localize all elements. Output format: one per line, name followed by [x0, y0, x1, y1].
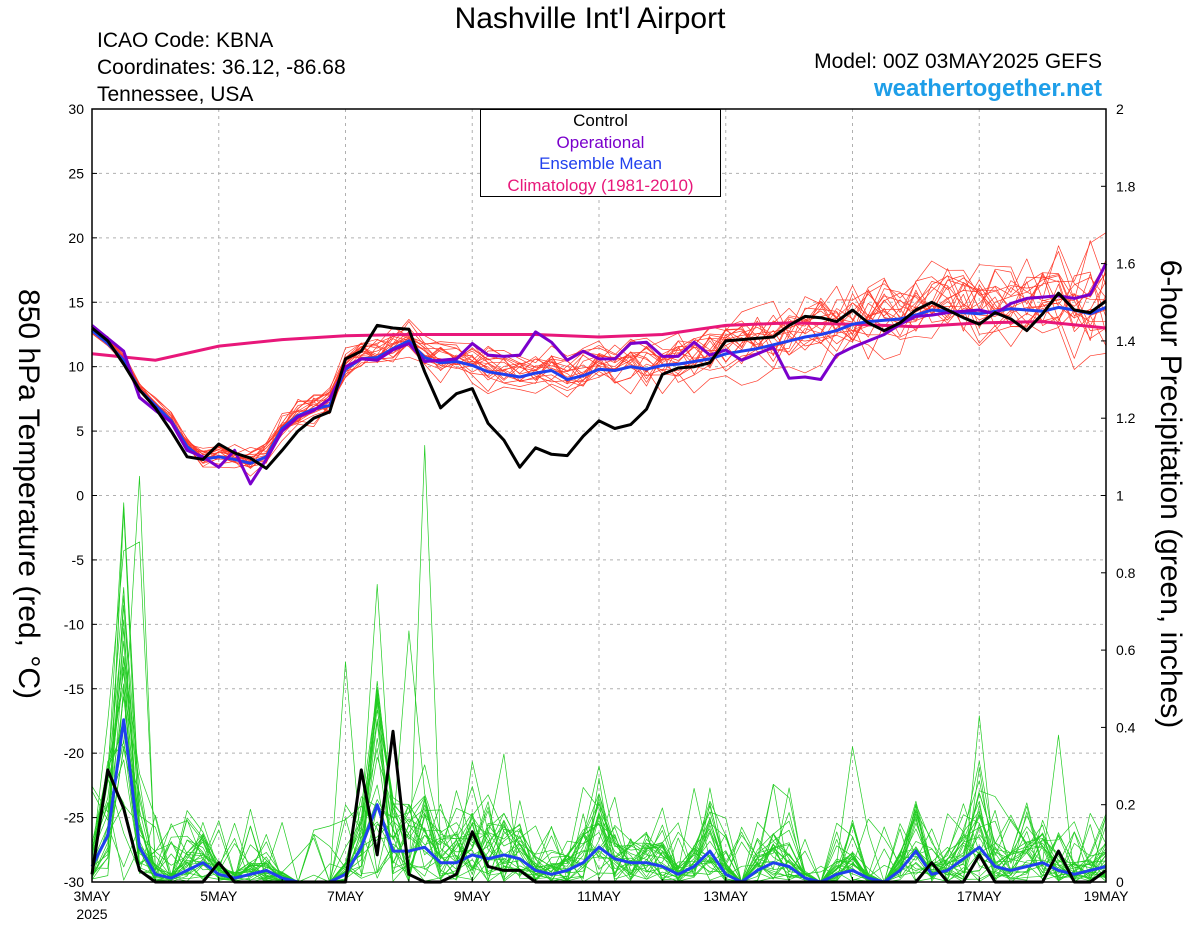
precip-member-line — [91, 587, 1107, 883]
y2-tick-label: 0.4 — [1116, 719, 1136, 735]
legend-climatology: Climatology (1981-2010) — [507, 175, 694, 195]
precip-member-line — [91, 696, 1107, 883]
y-tick-label: 15 — [68, 294, 84, 310]
x-tick-label: 17MAY — [957, 888, 1003, 904]
legend-ensemble-mean: Ensemble Mean — [539, 154, 662, 173]
y-tick-label: 30 — [68, 101, 84, 117]
y2-axis-label: 6-hour Precipitation (green, inches) — [1154, 259, 1187, 729]
y2-tick-label: 0 — [1116, 874, 1124, 890]
x-tick-label: 9MAY — [454, 888, 492, 904]
y-tick-label: -25 — [64, 810, 84, 826]
precip-member-line — [91, 656, 1107, 883]
y2-tick-label: 0.6 — [1116, 642, 1136, 658]
y2-tick-label: 1 — [1116, 488, 1124, 504]
temp-member-line — [91, 273, 1107, 461]
y-axis-label: 850 hPa Temperature (red, °C) — [12, 289, 45, 699]
ensemble-mean-temp-line — [91, 305, 1107, 465]
region: Tennessee, USA — [97, 83, 254, 106]
y2-tick-label: 0.2 — [1116, 797, 1136, 813]
y-tick-label: -10 — [64, 616, 84, 632]
x-tick-label: 11MAY — [577, 888, 621, 904]
precip-member-line — [91, 694, 1107, 883]
icao-code: ICAO Code: KBNA — [97, 29, 274, 52]
precip-member-line — [91, 689, 1107, 883]
y2-tick-label: 1.2 — [1116, 410, 1136, 426]
y2-tick-label: 0.8 — [1116, 565, 1136, 581]
x-tick-label: 3MAY — [73, 888, 111, 904]
y2-tick-label: 1.4 — [1116, 333, 1136, 349]
operational-temp-line — [91, 262, 1108, 486]
y2-tick-label: 1.8 — [1116, 178, 1136, 194]
climatology-line — [91, 320, 1107, 362]
temp-member-line — [91, 259, 1107, 462]
brand-link[interactable]: weathertogether.net — [873, 75, 1102, 102]
legend-operational: Operational — [556, 132, 645, 152]
y-tick-label: 25 — [68, 165, 84, 181]
temp-member-line — [91, 240, 1107, 456]
x-tick-sublabel: 2025 — [76, 906, 107, 922]
coordinates: Coordinates: 36.12, -86.68 — [97, 56, 346, 79]
y-tick-label: -20 — [64, 745, 84, 761]
model-run: Model: 00Z 03MAY2025 GEFS — [814, 50, 1102, 73]
x-tick-label: 7MAY — [327, 888, 365, 904]
y2-tick-label: 1.6 — [1116, 256, 1136, 272]
y-tick-label: -5 — [72, 552, 85, 568]
precip-member-line — [91, 671, 1107, 883]
x-tick-label: 15MAY — [830, 888, 876, 904]
y-tick-label: 10 — [68, 359, 84, 375]
legend-control: Control — [573, 111, 628, 130]
temp-member-line — [91, 245, 1107, 455]
temp-member-line — [91, 281, 1107, 463]
y-tick-label: 20 — [68, 230, 84, 246]
x-tick-label: 5MAY — [200, 888, 238, 904]
temp-member-line — [91, 232, 1107, 460]
y-tick-label: -30 — [64, 874, 84, 890]
x-tick-label: 19MAY — [1084, 888, 1130, 904]
y2-tick-label: 2 — [1116, 101, 1124, 117]
x-tick-label: 13MAY — [703, 888, 749, 904]
y-tick-label: 0 — [76, 488, 84, 504]
legend: Control Operational Ensemble Mean Climat… — [480, 109, 721, 197]
y-tick-label: 5 — [76, 423, 84, 439]
temp-member-line — [91, 273, 1107, 464]
ensemble-mean-precip-line — [90, 718, 1107, 884]
chart-title: Nashville Int'l Airport — [454, 2, 726, 35]
y-tick-label: -15 — [64, 681, 84, 697]
precip-member-line — [91, 619, 1107, 883]
control-temp-line — [91, 291, 1107, 470]
